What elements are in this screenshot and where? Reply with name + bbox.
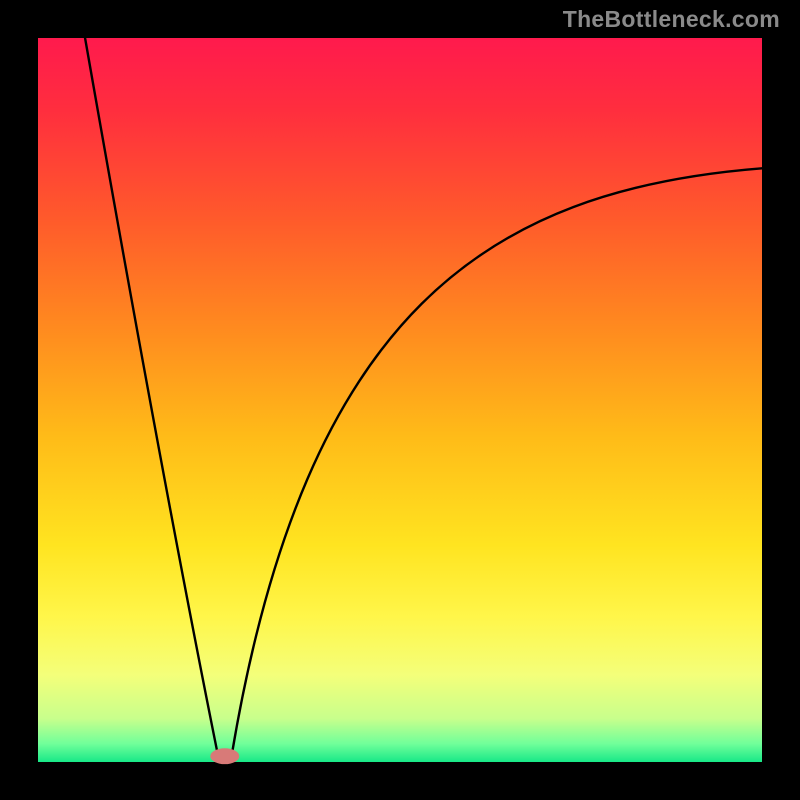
plot-background [38,38,762,762]
chart-container: TheBottleneck.com [0,0,800,800]
minimum-marker [210,748,239,764]
watermark-text: TheBottleneck.com [563,6,780,33]
bottleneck-chart [0,0,800,800]
